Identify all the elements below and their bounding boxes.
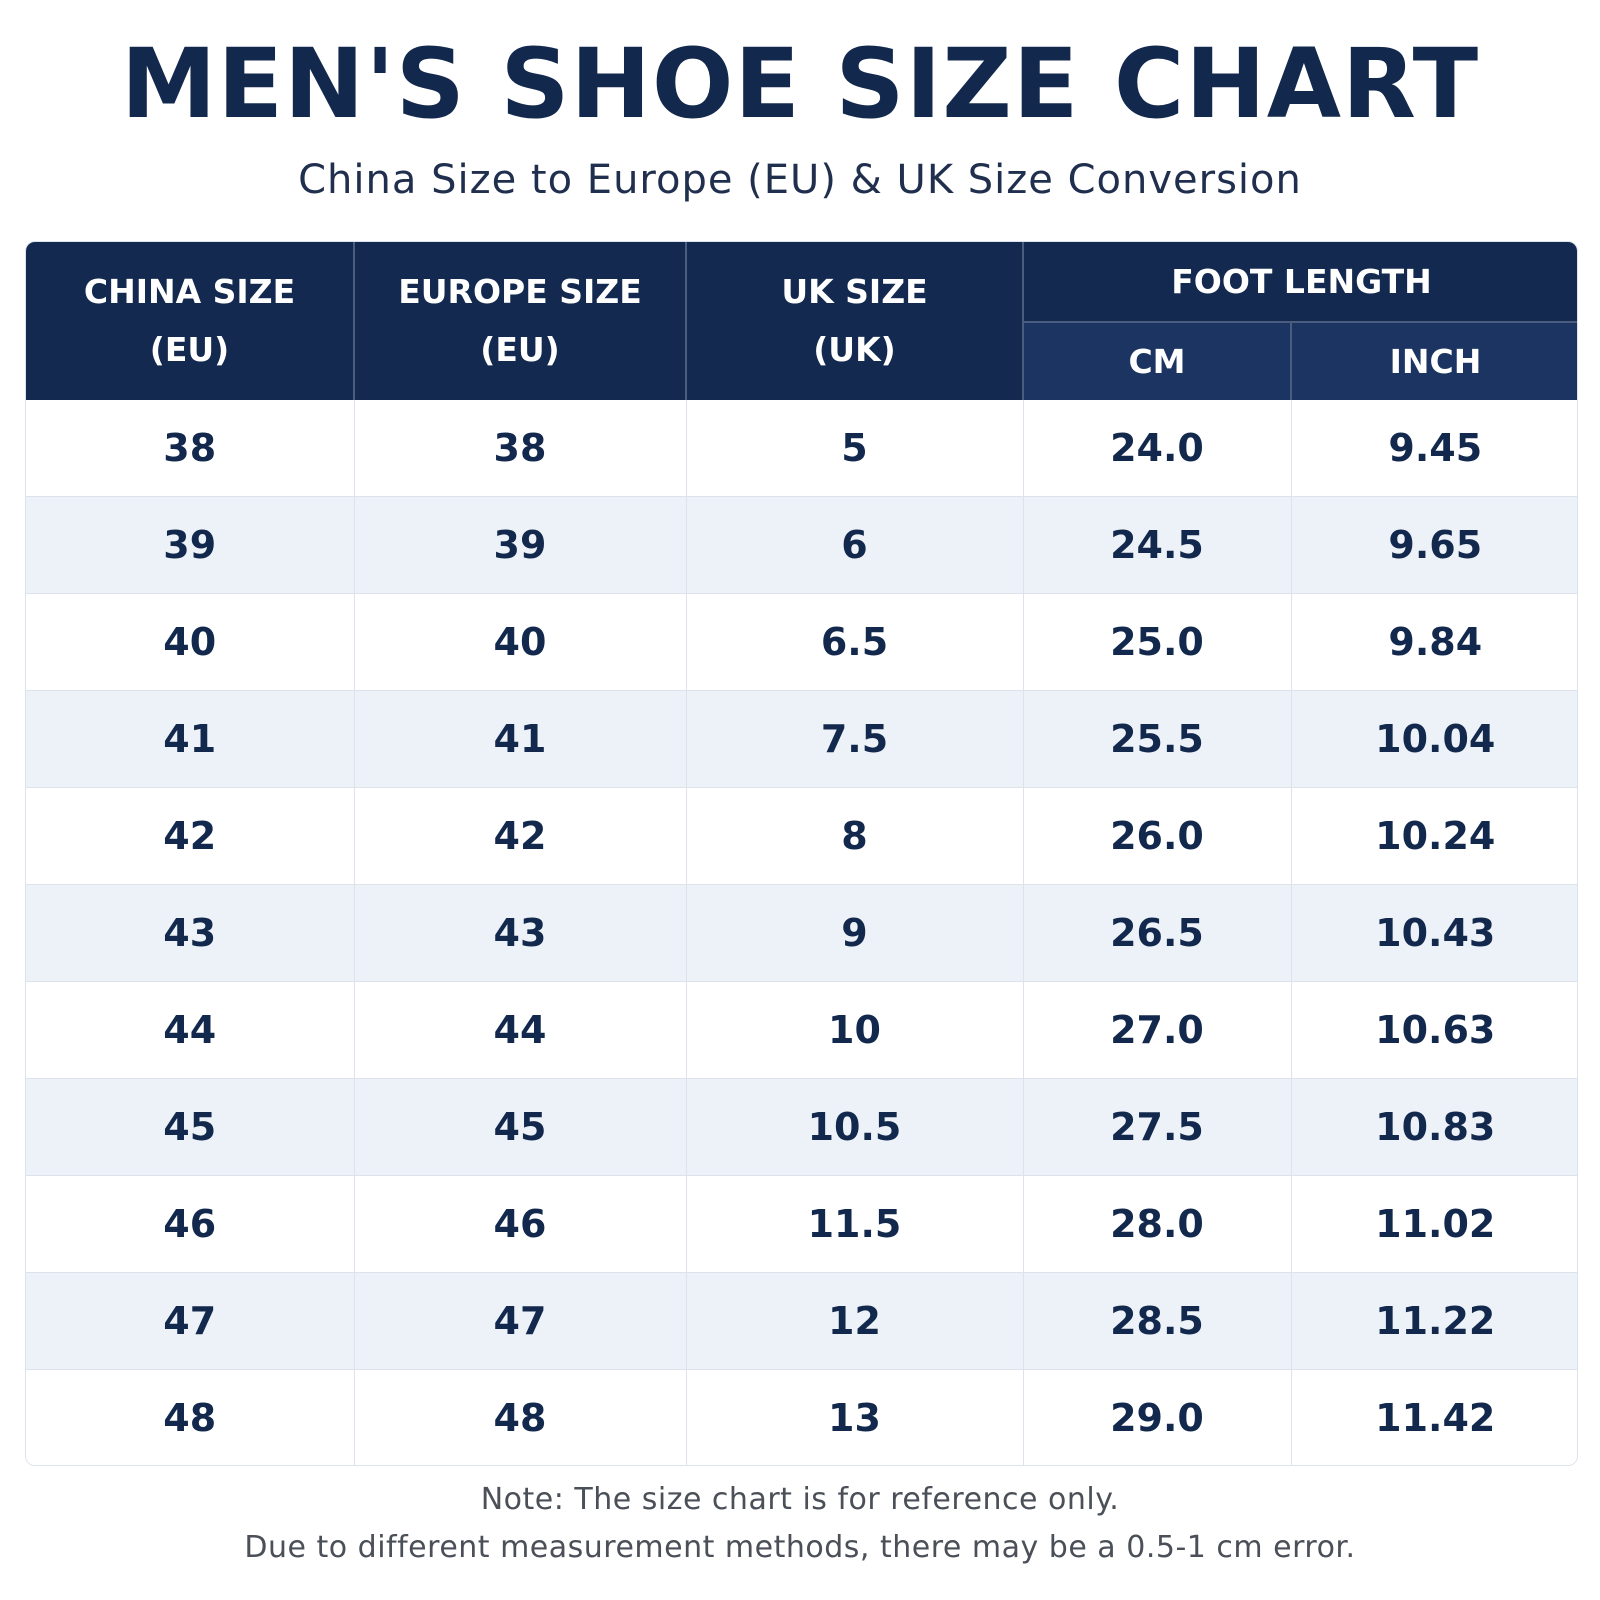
cell-china-size: 41 xyxy=(26,690,355,788)
size-table-container: CHINA SIZE (EU) EUROPE SIZE (EU) UK SIZE… xyxy=(25,241,1578,1466)
cell-uk-size: 5 xyxy=(686,400,1024,497)
table-body: 38 38 5 24.0 9.45 39 39 6 24.5 9.65 40 40 6.5 25.0 9.8… xyxy=(26,400,1577,1465)
header-inch: INCH xyxy=(1291,321,1577,400)
cell-foot-inch: 10.63 xyxy=(1291,981,1577,1079)
table-header: CHINA SIZE (EU) EUROPE SIZE (EU) UK SIZE… xyxy=(26,242,1577,400)
cell-europe-size: 45 xyxy=(354,1078,687,1176)
page-title: MEN'S SHOE SIZE CHART xyxy=(120,28,1480,140)
cell-foot-cm: 28.5 xyxy=(1023,1272,1292,1370)
cell-foot-inch: 11.42 xyxy=(1291,1369,1577,1465)
table-row: 42 42 8 26.0 10.24 xyxy=(26,787,1577,885)
cell-europe-size: 46 xyxy=(354,1175,687,1273)
cell-foot-inch: 10.83 xyxy=(1291,1078,1577,1176)
note-measurement-error: Due to different measurement methods, th… xyxy=(244,1530,1356,1565)
page-subtitle: China Size to Europe (EU) & UK Size Conv… xyxy=(298,157,1302,203)
cell-foot-cm: 28.0 xyxy=(1023,1175,1292,1273)
cell-uk-size: 13 xyxy=(686,1369,1024,1465)
cell-europe-size: 39 xyxy=(354,496,687,594)
cell-china-size: 45 xyxy=(26,1078,355,1176)
cell-uk-size: 8 xyxy=(686,787,1024,885)
cell-uk-size: 6 xyxy=(686,496,1024,594)
cell-europe-size: 42 xyxy=(354,787,687,885)
table-row: 45 45 10.5 27.5 10.83 xyxy=(26,1078,1577,1176)
cell-foot-inch: 11.22 xyxy=(1291,1272,1577,1370)
cell-europe-size: 40 xyxy=(354,593,687,691)
cell-uk-size: 11.5 xyxy=(686,1175,1024,1273)
cell-uk-size: 6.5 xyxy=(686,593,1024,691)
cell-china-size: 39 xyxy=(26,496,355,594)
header-europe-size-label: EUROPE SIZE xyxy=(398,272,642,311)
cell-europe-size: 41 xyxy=(354,690,687,788)
cell-europe-size: 43 xyxy=(354,884,687,982)
cell-foot-inch: 10.43 xyxy=(1291,884,1577,982)
cell-foot-inch: 9.65 xyxy=(1291,496,1577,594)
cell-uk-size: 7.5 xyxy=(686,690,1024,788)
header-europe-size: EUROPE SIZE (EU) xyxy=(354,242,687,400)
header-china-size: CHINA SIZE (EU) xyxy=(26,242,355,400)
table-row: 40 40 6.5 25.0 9.84 xyxy=(26,593,1577,691)
cell-foot-cm: 25.0 xyxy=(1023,593,1292,691)
header-china-size-label: CHINA SIZE xyxy=(83,272,296,311)
note-reference: Note: The size chart is for reference on… xyxy=(480,1482,1120,1517)
cell-europe-size: 48 xyxy=(354,1369,687,1465)
cell-europe-size: 38 xyxy=(354,400,687,497)
cell-uk-size: 10.5 xyxy=(686,1078,1024,1176)
table-row: 46 46 11.5 28.0 11.02 xyxy=(26,1175,1577,1273)
cell-china-size: 43 xyxy=(26,884,355,982)
cell-foot-cm: 24.5 xyxy=(1023,496,1292,594)
cell-uk-size: 10 xyxy=(686,981,1024,1079)
header-europe-size-unit: (EU) xyxy=(480,330,560,369)
size-table: CHINA SIZE (EU) EUROPE SIZE (EU) UK SIZE… xyxy=(26,242,1577,1465)
cell-foot-inch: 9.45 xyxy=(1291,400,1577,497)
header-uk-size-unit: (UK) xyxy=(813,330,896,369)
table-row: 44 44 10 27.0 10.63 xyxy=(26,981,1577,1079)
table-row: 43 43 9 26.5 10.43 xyxy=(26,884,1577,982)
cell-foot-cm: 26.5 xyxy=(1023,884,1292,982)
cell-foot-cm: 29.0 xyxy=(1023,1369,1292,1465)
cell-uk-size: 9 xyxy=(686,884,1024,982)
cell-foot-cm: 26.0 xyxy=(1023,787,1292,885)
cell-foot-cm: 27.0 xyxy=(1023,981,1292,1079)
cell-foot-cm: 27.5 xyxy=(1023,1078,1292,1176)
table-row: 47 47 12 28.5 11.22 xyxy=(26,1272,1577,1370)
header-uk-size-label: UK SIZE xyxy=(781,272,928,311)
header-uk-size: UK SIZE (UK) xyxy=(686,242,1024,400)
cell-foot-inch: 10.24 xyxy=(1291,787,1577,885)
cell-china-size: 46 xyxy=(26,1175,355,1273)
table-row: 38 38 5 24.0 9.45 xyxy=(26,400,1577,497)
table-row: 48 48 13 29.0 11.42 xyxy=(26,1369,1577,1465)
cell-foot-cm: 24.0 xyxy=(1023,400,1292,497)
cell-china-size: 38 xyxy=(26,400,355,497)
cell-china-size: 42 xyxy=(26,787,355,885)
table-row: 39 39 6 24.5 9.65 xyxy=(26,496,1577,594)
header-foot-length: FOOT LENGTH xyxy=(1023,242,1577,322)
cell-foot-inch: 10.04 xyxy=(1291,690,1577,788)
cell-china-size: 44 xyxy=(26,981,355,1079)
header-china-size-unit: (EU) xyxy=(149,330,230,369)
cell-china-size: 47 xyxy=(26,1272,355,1370)
header-cm: CM xyxy=(1023,321,1292,400)
cell-foot-inch: 9.84 xyxy=(1291,593,1577,691)
cell-china-size: 40 xyxy=(26,593,355,691)
cell-china-size: 48 xyxy=(26,1369,355,1465)
cell-europe-size: 44 xyxy=(354,981,687,1079)
cell-europe-size: 47 xyxy=(354,1272,687,1370)
cell-foot-inch: 11.02 xyxy=(1291,1175,1577,1273)
table-row: 41 41 7.5 25.5 10.04 xyxy=(26,690,1577,788)
cell-uk-size: 12 xyxy=(686,1272,1024,1370)
cell-foot-cm: 25.5 xyxy=(1023,690,1292,788)
